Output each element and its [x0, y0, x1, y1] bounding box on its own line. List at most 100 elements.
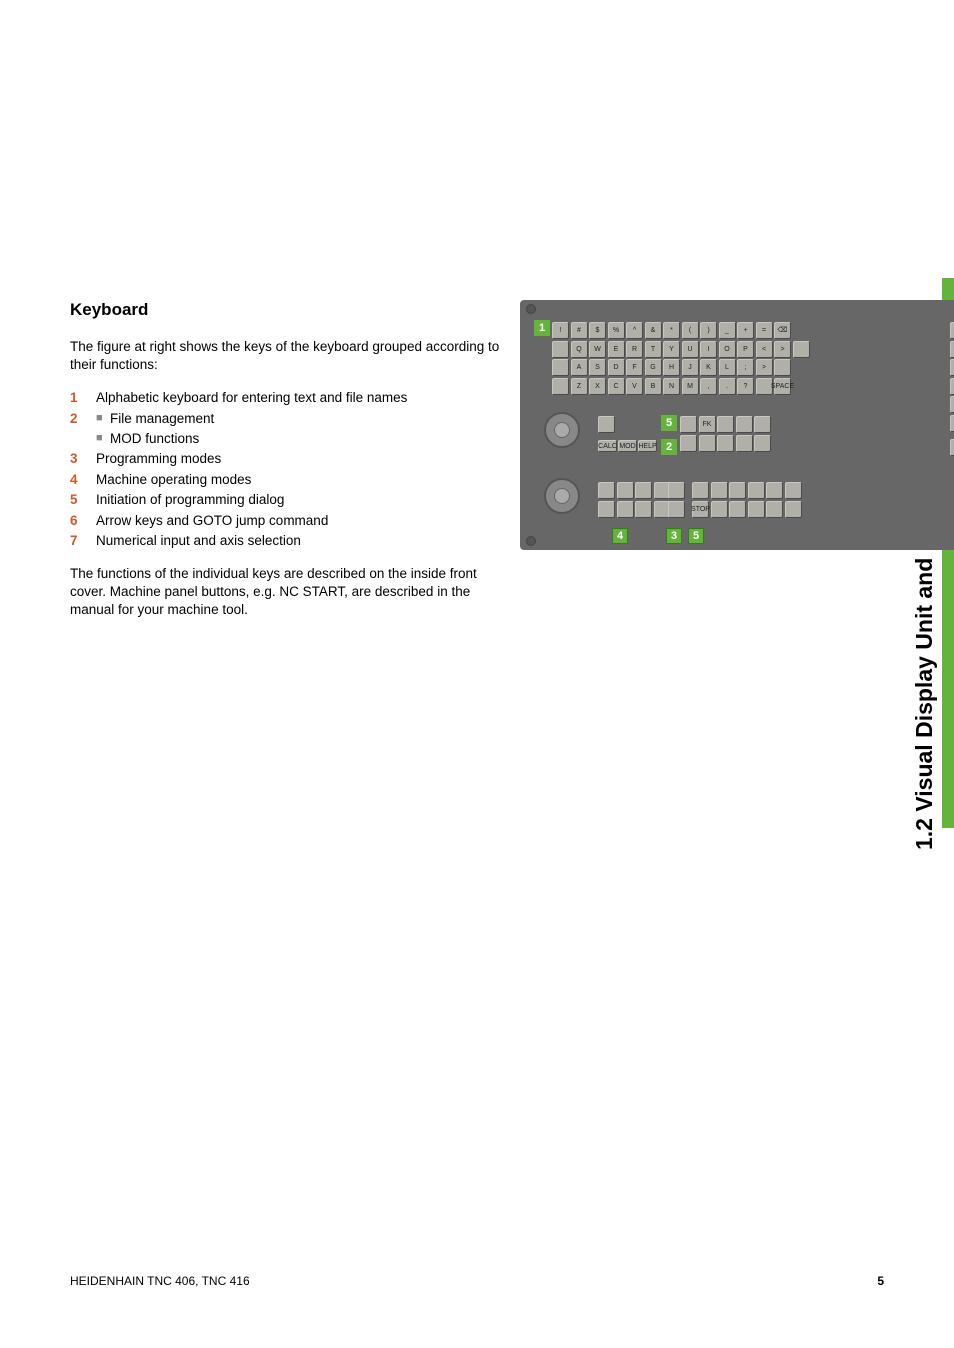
alpha-key: . — [719, 378, 736, 395]
alpha-key: D — [608, 359, 625, 376]
function-list: 1 Alphabetic keyboard for entering text … — [70, 388, 510, 551]
alpha-key: B — [645, 378, 662, 395]
sub-text: File management — [110, 409, 214, 429]
prog-key — [785, 501, 802, 518]
alpha-key: $ — [589, 322, 606, 339]
list-item: 5 Initiation of programming dialog — [70, 490, 510, 510]
alpha-key: ( — [682, 322, 699, 339]
list-number: 6 — [70, 511, 96, 531]
bullet-icon: ■ — [96, 409, 110, 428]
list-item: 1 Alphabetic keyboard for entering text … — [70, 388, 510, 408]
list-item: 6 Arrow keys and GOTO jump command — [70, 511, 510, 531]
alpha-key: F — [626, 359, 643, 376]
list-item: 2 ■File management ■MOD functions — [70, 409, 510, 448]
list-text: Alphabetic keyboard for entering text an… — [96, 388, 510, 408]
alpha-key: J — [682, 359, 699, 376]
alpha-key: N — [663, 378, 680, 395]
outro-paragraph: The functions of the individual keys are… — [70, 565, 510, 620]
alpha-key — [552, 378, 569, 395]
prog-key: STOP — [692, 501, 709, 518]
prog-key — [748, 501, 765, 518]
alpha-key: + — [737, 322, 754, 339]
screw-icon — [526, 304, 536, 314]
dialog-key — [680, 435, 697, 452]
num-key: Y — [950, 341, 954, 358]
alpha-key — [552, 359, 569, 376]
list-number: 5 — [70, 490, 96, 510]
num-key: IV — [950, 378, 954, 395]
alpha-key: SPACE — [774, 378, 791, 395]
dialog-key — [736, 416, 753, 433]
keyboard-figure: 1 7 5 2 6 4 3 5 !#$%^&*()_+=⌫QWERTYUIOP<… — [520, 300, 954, 550]
alpha-key: P — [737, 341, 754, 358]
callout-3: 3 — [666, 528, 682, 544]
alpha-key: Y — [663, 341, 680, 358]
machine-mode-key — [598, 501, 615, 518]
callout-1: 1 — [534, 320, 550, 336]
intro-paragraph: The figure at right shows the keys of th… — [70, 338, 510, 374]
dialog-key — [699, 435, 716, 452]
alpha-key: Z — [571, 378, 588, 395]
sub-text: MOD functions — [110, 429, 199, 449]
prog-key — [729, 501, 746, 518]
list-text: Numerical input and axis selection — [96, 531, 510, 551]
callout-5: 5 — [661, 415, 677, 431]
list-number: 1 — [70, 388, 96, 408]
alpha-key: < — [756, 341, 773, 358]
spindle-dial — [544, 478, 580, 514]
machine-mode-key — [617, 501, 634, 518]
prog-key — [766, 501, 783, 518]
list-number: 7 — [70, 531, 96, 551]
dialog-key — [754, 435, 771, 452]
alpha-key: & — [645, 322, 662, 339]
dialog-key — [754, 416, 771, 433]
alpha-key: G — [645, 359, 662, 376]
alpha-key: # — [571, 322, 588, 339]
num-key: V — [950, 396, 954, 413]
alpha-key: S — [589, 359, 606, 376]
list-text: Initiation of programming dialog — [96, 490, 510, 510]
alpha-key: > — [774, 341, 791, 358]
alpha-key: * — [663, 322, 680, 339]
alpha-key: V — [626, 378, 643, 395]
prog-key — [785, 482, 802, 499]
list-number: 4 — [70, 470, 96, 490]
alpha-key: C — [608, 378, 625, 395]
feed-dial — [544, 412, 580, 448]
fn-key: HELP — [638, 440, 657, 452]
alpha-key: O — [719, 341, 736, 358]
dialog-key: FK — [699, 416, 716, 433]
prog-key — [766, 482, 783, 499]
num-key: CE — [950, 415, 954, 432]
alpha-key: Q — [571, 341, 588, 358]
alpha-key: L — [719, 359, 736, 376]
alpha-key: % — [608, 322, 625, 339]
alpha-key: K — [700, 359, 717, 376]
footer-model: HEIDENHAIN TNC 406, TNC 416 — [70, 1274, 250, 1288]
prog-mode-key — [668, 482, 685, 499]
callout-4: 4 — [612, 528, 628, 544]
alpha-key: E — [608, 341, 625, 358]
alpha-key: ⌫ — [774, 322, 791, 339]
page-footer: HEIDENHAIN TNC 406, TNC 416 5 — [70, 1274, 884, 1288]
alpha-key: H — [663, 359, 680, 376]
list-text: ■File management ■MOD functions — [96, 409, 510, 448]
alpha-key: ? — [737, 378, 754, 395]
callout-2: 2 — [661, 439, 677, 455]
alpha-key — [774, 359, 791, 376]
prog-key — [711, 482, 728, 499]
prog-key — [692, 482, 709, 499]
alpha-key — [793, 341, 810, 358]
alpha-key: I — [700, 341, 717, 358]
alpha-key: ! — [552, 322, 569, 339]
dialog-key — [717, 435, 734, 452]
list-text: Machine operating modes — [96, 470, 510, 490]
fn-key — [598, 416, 615, 433]
page-number: 5 — [877, 1274, 884, 1288]
alpha-key: ^ — [626, 322, 643, 339]
alpha-key: M — [682, 378, 699, 395]
section-heading: Keyboard — [70, 300, 510, 320]
dialog-key — [736, 435, 753, 452]
list-number: 3 — [70, 449, 96, 469]
dialog-key — [680, 416, 697, 433]
